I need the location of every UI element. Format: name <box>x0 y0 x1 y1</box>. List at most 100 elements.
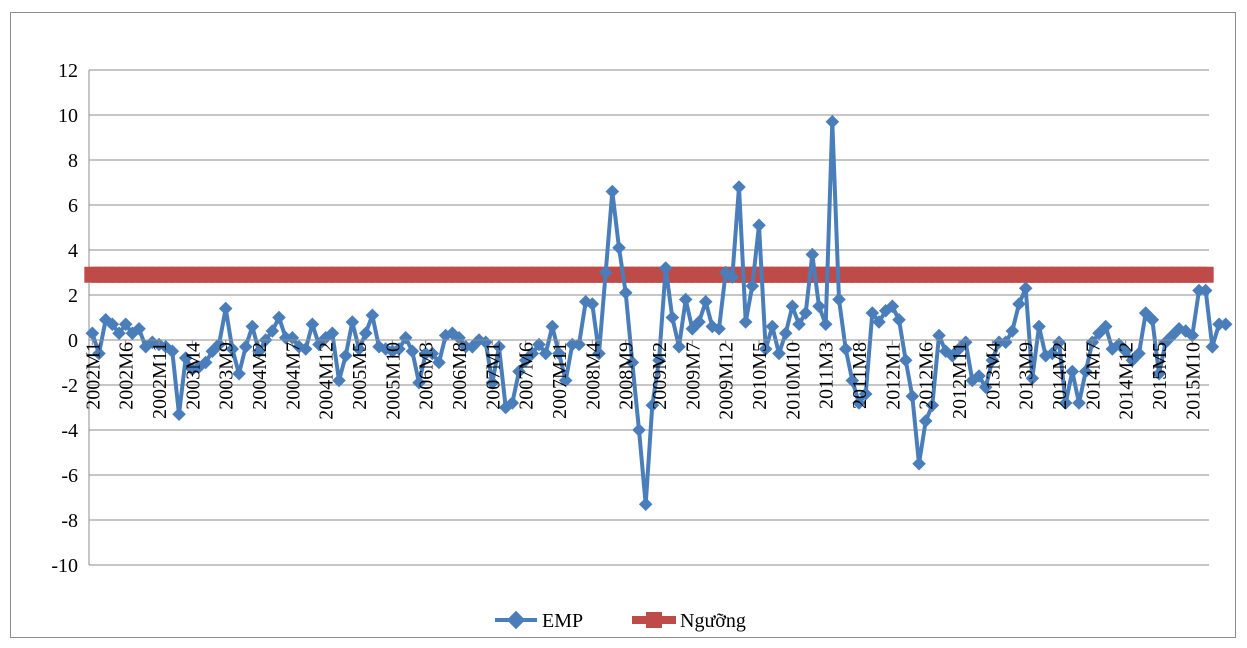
emp-point <box>178 351 193 365</box>
x-tick-label: 2007M1 <box>482 342 504 410</box>
emp-point <box>925 398 940 413</box>
emp-point <box>618 285 633 300</box>
emp-point <box>692 315 706 329</box>
emp-point <box>1132 346 1146 361</box>
x-tick-label: 2004M2 <box>249 342 271 410</box>
emp-point <box>412 375 426 390</box>
emp-point <box>532 337 546 352</box>
line-chart: 12 10 8 6 4 2 0 -2 -4 -6 -8 -10 2002M1 2002M6 2002M11… <box>51 60 1233 632</box>
emp-point <box>1065 364 1080 379</box>
emp-point <box>858 387 873 401</box>
emp-point <box>845 373 860 388</box>
x-tick-label: 2009M2 <box>649 342 671 410</box>
emp-point <box>165 344 180 359</box>
emp-point <box>492 339 506 354</box>
emp-point <box>305 317 320 332</box>
emp-point <box>678 292 693 307</box>
x-tick-label: 2008M4 <box>582 342 604 410</box>
y-axis: 12 10 8 6 4 2 0 -2 -4 -6 -8 -10 <box>51 60 90 577</box>
emp-point <box>285 330 300 345</box>
emp-point <box>612 240 626 255</box>
emp-point <box>998 335 1013 350</box>
x-axis: 2002M1 2002M6 2002M11 2003M4 2003M9 2004M2 200… <box>82 339 1209 420</box>
y-tick-label: 6 <box>68 195 78 217</box>
x-tick-label: 2003M9 <box>216 342 238 410</box>
y-tick-label: -4 <box>61 420 78 442</box>
emp-point <box>365 308 380 323</box>
x-tick-label: 2011M3 <box>816 342 838 409</box>
y-tick-label: -6 <box>61 465 78 487</box>
x-tick-label: 2007M11 <box>549 342 571 419</box>
emp-point <box>792 317 806 332</box>
x-tick-label: 2005M10 <box>382 342 404 420</box>
emp-point <box>905 389 920 404</box>
y-tick-label: -10 <box>51 555 78 577</box>
emp-point <box>1205 339 1220 354</box>
emp-point <box>978 380 993 395</box>
emp-point <box>625 355 640 370</box>
emp-point <box>1005 324 1020 338</box>
emp-point <box>1018 281 1033 296</box>
emp-point <box>252 344 266 359</box>
emp-point <box>452 330 466 345</box>
y-tick-label: 8 <box>68 150 78 172</box>
x-tick-label: 2003M4 <box>182 342 204 410</box>
x-tick-label: 2009M12 <box>716 342 738 420</box>
emp-point <box>652 353 666 368</box>
emp-point <box>745 279 760 293</box>
x-tick-label: 2006M8 <box>449 342 471 410</box>
emp-point <box>358 326 373 341</box>
emp-point <box>872 315 886 329</box>
emp-point <box>1058 396 1073 410</box>
emp-point <box>478 335 493 350</box>
emp-point <box>132 321 146 336</box>
emp-point <box>645 398 660 413</box>
x-tick-label: 2014M7 <box>1082 342 1104 410</box>
series-emp <box>85 114 1233 512</box>
emp-point <box>632 423 646 437</box>
emp-point <box>972 369 986 383</box>
emp-point <box>885 299 900 314</box>
emp-point <box>712 321 726 336</box>
x-tick-label: 2012M6 <box>916 342 938 410</box>
emp-point <box>552 346 566 361</box>
x-tick-label: 2014M2 <box>1049 342 1071 410</box>
emp-point <box>1012 297 1026 311</box>
emp-point <box>898 353 913 368</box>
emp-point <box>832 292 846 307</box>
x-tick-label: 2014M12 <box>1116 342 1138 420</box>
x-tick-label: 2005M5 <box>349 342 371 410</box>
emp-point <box>212 337 226 352</box>
emp-point <box>112 326 126 341</box>
y-tick-label: -2 <box>61 375 78 397</box>
legend-emp-label: EMP <box>542 610 583 632</box>
y-tick-label: 2 <box>68 285 78 307</box>
x-tick-label: 2009M7 <box>682 342 704 410</box>
emp-point <box>605 184 620 199</box>
emp-point <box>1198 283 1213 298</box>
x-tick-label: 2004M12 <box>316 342 338 420</box>
x-tick-label: 2015M10 <box>1182 342 1204 420</box>
emp-point <box>672 339 686 354</box>
x-tick-label: 2012M11 <box>949 342 971 419</box>
emp-point <box>958 335 973 350</box>
emp-point <box>485 375 500 390</box>
emp-point <box>1185 328 1200 343</box>
legend-nguong-marker <box>646 612 662 628</box>
emp-point <box>225 342 240 356</box>
emp-point <box>118 317 133 332</box>
emp-point <box>752 218 766 233</box>
emp-point <box>585 297 600 311</box>
emp-point <box>912 456 926 471</box>
emp-point <box>198 355 213 370</box>
x-tick-label: 2015M5 <box>1149 342 1171 410</box>
emp-point <box>505 396 520 410</box>
emp-point <box>985 353 1000 368</box>
emp-point <box>738 315 753 329</box>
x-tick-label: 2010M10 <box>782 342 804 420</box>
emp-point <box>352 342 366 356</box>
y-tick-label: 12 <box>58 60 78 82</box>
emp-point <box>932 328 946 343</box>
emp-point <box>545 319 560 334</box>
x-tick-label: 2006M3 <box>416 342 438 410</box>
